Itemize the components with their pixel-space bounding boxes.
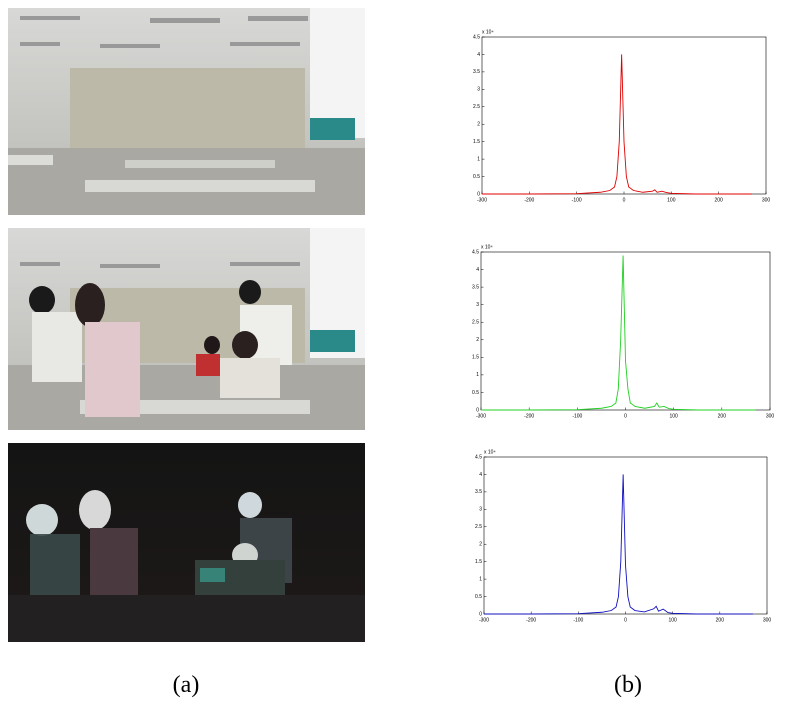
- x-tick-label: -100: [573, 617, 583, 623]
- y-tick-label: 3.5: [473, 69, 480, 75]
- y-tick-label: 2.5: [475, 524, 482, 530]
- y-tick-label: 1.5: [473, 139, 480, 145]
- y-tick-label: 1: [479, 576, 482, 582]
- y-multiplier: x 10⁴: [481, 244, 493, 250]
- x-tick-label: -200: [524, 413, 534, 419]
- x-tick-label: -100: [572, 197, 582, 203]
- x-tick-label: 200: [716, 617, 725, 623]
- x-tick-label: 100: [667, 197, 676, 203]
- x-tick-label: 200: [718, 413, 727, 419]
- y-tick-label: 4.5: [473, 34, 480, 40]
- plot-frame: [481, 252, 770, 410]
- y-multiplier: x 10⁴: [482, 29, 494, 35]
- y-tick-label: 4: [477, 52, 480, 58]
- x-tick-label: -300: [476, 413, 486, 419]
- photo-difference: [8, 443, 365, 642]
- y-tick-label: 3.5: [475, 489, 482, 495]
- figure: (a) (b) -300-200-100010020030000.511.522…: [0, 0, 795, 702]
- x-tick-label: 300: [762, 197, 771, 203]
- x-tick-label: -100: [572, 413, 582, 419]
- y-tick-label: 4: [476, 267, 479, 273]
- x-tick-label: -300: [479, 617, 489, 623]
- y-tick-label: 3.5: [472, 284, 479, 290]
- y-tick-label: 1: [477, 156, 480, 162]
- y-tick-label: 4.5: [472, 249, 479, 255]
- y-tick-label: 1.5: [475, 559, 482, 565]
- x-tick-label: 0: [624, 413, 627, 419]
- y-tick-label: 0.5: [473, 174, 480, 180]
- plot-frame: [482, 37, 766, 194]
- x-tick-label: 100: [668, 617, 677, 623]
- y-tick-label: 2: [476, 337, 479, 343]
- y-tick-label: 4.5: [475, 454, 482, 460]
- y-tick-label: 0: [479, 611, 482, 617]
- y-tick-label: 0: [476, 407, 479, 413]
- y-multiplier: x 10⁴: [484, 449, 496, 455]
- y-tick-label: 1.5: [472, 355, 479, 361]
- x-tick-label: -200: [526, 617, 536, 623]
- y-tick-label: 2: [479, 542, 482, 548]
- x-tick-label: 0: [624, 617, 627, 623]
- y-tick-label: 2.5: [473, 104, 480, 110]
- photo-people: [8, 228, 365, 430]
- y-tick-label: 1: [476, 372, 479, 378]
- x-tick-label: 0: [623, 197, 626, 203]
- x-tick-label: 300: [763, 617, 772, 623]
- y-tick-label: 0: [477, 191, 480, 197]
- y-tick-label: 2.5: [472, 320, 479, 326]
- x-tick-label: -300: [477, 197, 487, 203]
- photo-background: [8, 8, 365, 215]
- x-tick-label: 200: [714, 197, 723, 203]
- y-tick-label: 0.5: [472, 390, 479, 396]
- x-tick-label: 300: [766, 413, 775, 419]
- plot-frame: [484, 457, 767, 614]
- y-tick-label: 3: [477, 87, 480, 93]
- y-tick-label: 3: [479, 507, 482, 513]
- y-tick-label: 4: [479, 472, 482, 478]
- y-tick-label: 3: [476, 302, 479, 308]
- y-tick-label: 0.5: [475, 594, 482, 600]
- y-tick-label: 2: [477, 122, 480, 128]
- x-tick-label: -200: [524, 197, 534, 203]
- caption: (a): [173, 672, 200, 698]
- x-tick-label: 100: [669, 413, 678, 419]
- caption: (b): [614, 672, 642, 698]
